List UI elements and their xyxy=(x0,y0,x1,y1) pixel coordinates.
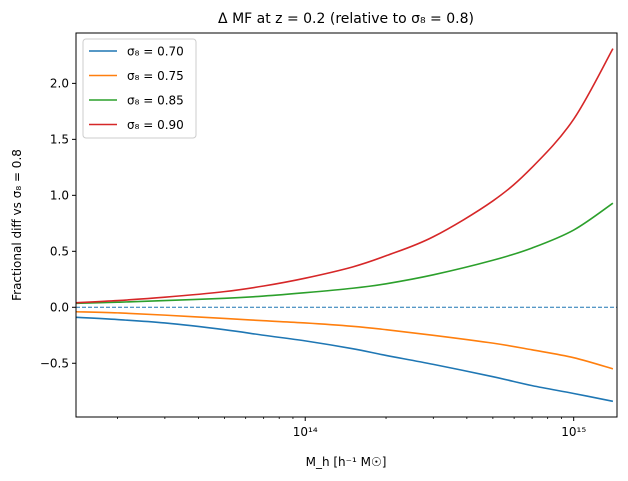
legend-label: σ₈ = 0.85 xyxy=(127,94,184,108)
legend-label: σ₈ = 0.75 xyxy=(127,69,184,83)
x-tick-label: 10¹⁵ xyxy=(561,425,586,439)
series-line-2 xyxy=(75,310,614,370)
x-axis-label: M_h [h⁻¹ M☉] xyxy=(306,455,387,469)
series-line-1 xyxy=(75,316,614,403)
y-tick-label: −0.5 xyxy=(40,356,69,370)
chart-title: Δ MF at z = 0.2 (relative to σ₈ = 0.8) xyxy=(218,11,474,27)
y-tick-label: 1.5 xyxy=(50,132,69,146)
legend-label: σ₈ = 0.90 xyxy=(127,118,184,132)
series-line-3 xyxy=(75,202,614,305)
x-tick-label: 10¹⁴ xyxy=(293,425,318,439)
legend-box xyxy=(82,38,197,139)
axes-frame xyxy=(75,32,618,418)
legend: σ₈ = 0.70 σ₈ = 0.75 σ₈ = 0.85 σ₈ = 0.90 xyxy=(82,38,197,139)
y-tick-label: 1.0 xyxy=(50,188,69,202)
y-tick-label: 0.5 xyxy=(50,244,69,258)
y-axis-label: Fractional diff vs σ₈ = 0.8 xyxy=(10,149,24,301)
legend-label: σ₈ = 0.70 xyxy=(127,45,184,59)
y-tick-label: 2.0 xyxy=(50,76,69,90)
y-tick-label: 0.0 xyxy=(50,300,69,314)
series-line-4 xyxy=(75,48,614,304)
